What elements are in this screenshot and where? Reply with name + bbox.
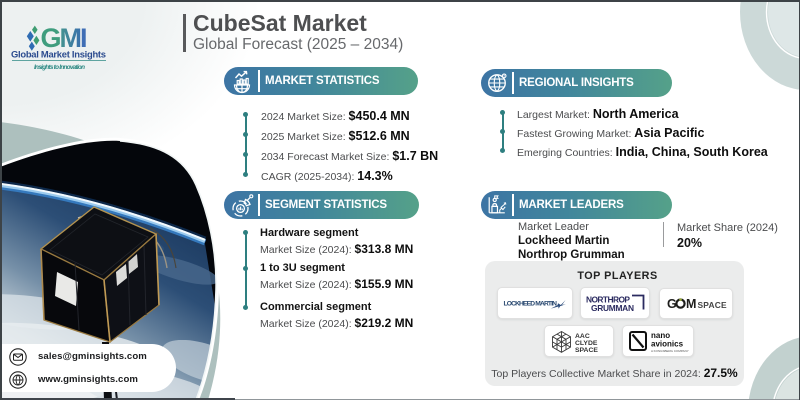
svg-text:M: M xyxy=(60,23,83,53)
svg-text:NORTHROP: NORTHROP xyxy=(586,295,630,305)
svg-text:AAC: AAC xyxy=(575,333,590,340)
svg-text:SPACE: SPACE xyxy=(698,300,727,310)
svg-text:A KONGSBERG COMPANY: A KONGSBERG COMPANY xyxy=(651,349,689,353)
svg-text:GRUMMAN: GRUMMAN xyxy=(591,303,634,313)
svg-text:avionics: avionics xyxy=(651,340,684,349)
svg-text:G: G xyxy=(667,297,677,311)
svg-text:Insights to Innovation: Insights to Innovation xyxy=(34,64,85,71)
svg-text:Global Market Insights: Global Market Insights xyxy=(11,49,106,60)
svg-text:LOCKHEED MARTIN: LOCKHEED MARTIN xyxy=(504,300,558,307)
svg-text:SPACE: SPACE xyxy=(575,347,598,354)
svg-text:M: M xyxy=(686,297,696,311)
svg-text:CLYDE: CLYDE xyxy=(575,340,598,347)
svg-text:I: I xyxy=(80,23,88,53)
svg-text:nano: nano xyxy=(651,331,670,340)
svg-text:G: G xyxy=(41,23,62,53)
